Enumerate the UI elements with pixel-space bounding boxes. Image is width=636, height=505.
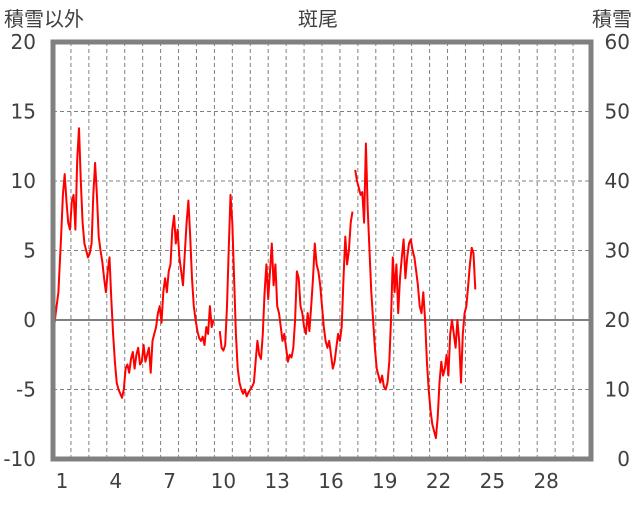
left-tick-label: -5 xyxy=(16,378,36,402)
x-tick-label: 16 xyxy=(318,469,343,493)
right-tick-label: 50 xyxy=(605,100,630,124)
right-tick-label: 30 xyxy=(605,239,630,263)
x-tick-label: 1 xyxy=(56,469,69,493)
chart-title: 斑尾 xyxy=(298,7,338,31)
x-tick-label: 25 xyxy=(480,469,505,493)
left-tick-label: 10 xyxy=(11,169,36,193)
right-tick-label: 0 xyxy=(617,447,630,471)
x-tick-label: 28 xyxy=(533,469,558,493)
temperature-line xyxy=(218,193,354,398)
temperature-line xyxy=(354,142,477,440)
right-tick-label: 10 xyxy=(605,378,630,402)
left-axis-title: 積雪以外 xyxy=(4,7,84,31)
x-tick-label: 13 xyxy=(264,469,289,493)
left-tick-label: 15 xyxy=(11,100,36,124)
left-tick-label: -10 xyxy=(3,447,36,471)
temperature-line xyxy=(52,127,215,399)
right-axis-title: 積雪 xyxy=(592,7,632,31)
right-tick-label: 40 xyxy=(605,169,630,193)
left-tick-label: 20 xyxy=(11,30,36,54)
x-tick-label: 22 xyxy=(426,469,451,493)
x-tick-label: 4 xyxy=(109,469,122,493)
plot-frame xyxy=(50,39,594,462)
x-tick-label: 10 xyxy=(211,469,236,493)
x-tick-label: 19 xyxy=(372,469,397,493)
right-tick-label: 20 xyxy=(605,308,630,332)
left-tick-label: 5 xyxy=(23,239,36,263)
left-tick-label: 0 xyxy=(23,308,36,332)
right-tick-label: 60 xyxy=(605,30,630,54)
grid-lines xyxy=(53,42,591,459)
x-tick-label: 7 xyxy=(163,469,176,493)
